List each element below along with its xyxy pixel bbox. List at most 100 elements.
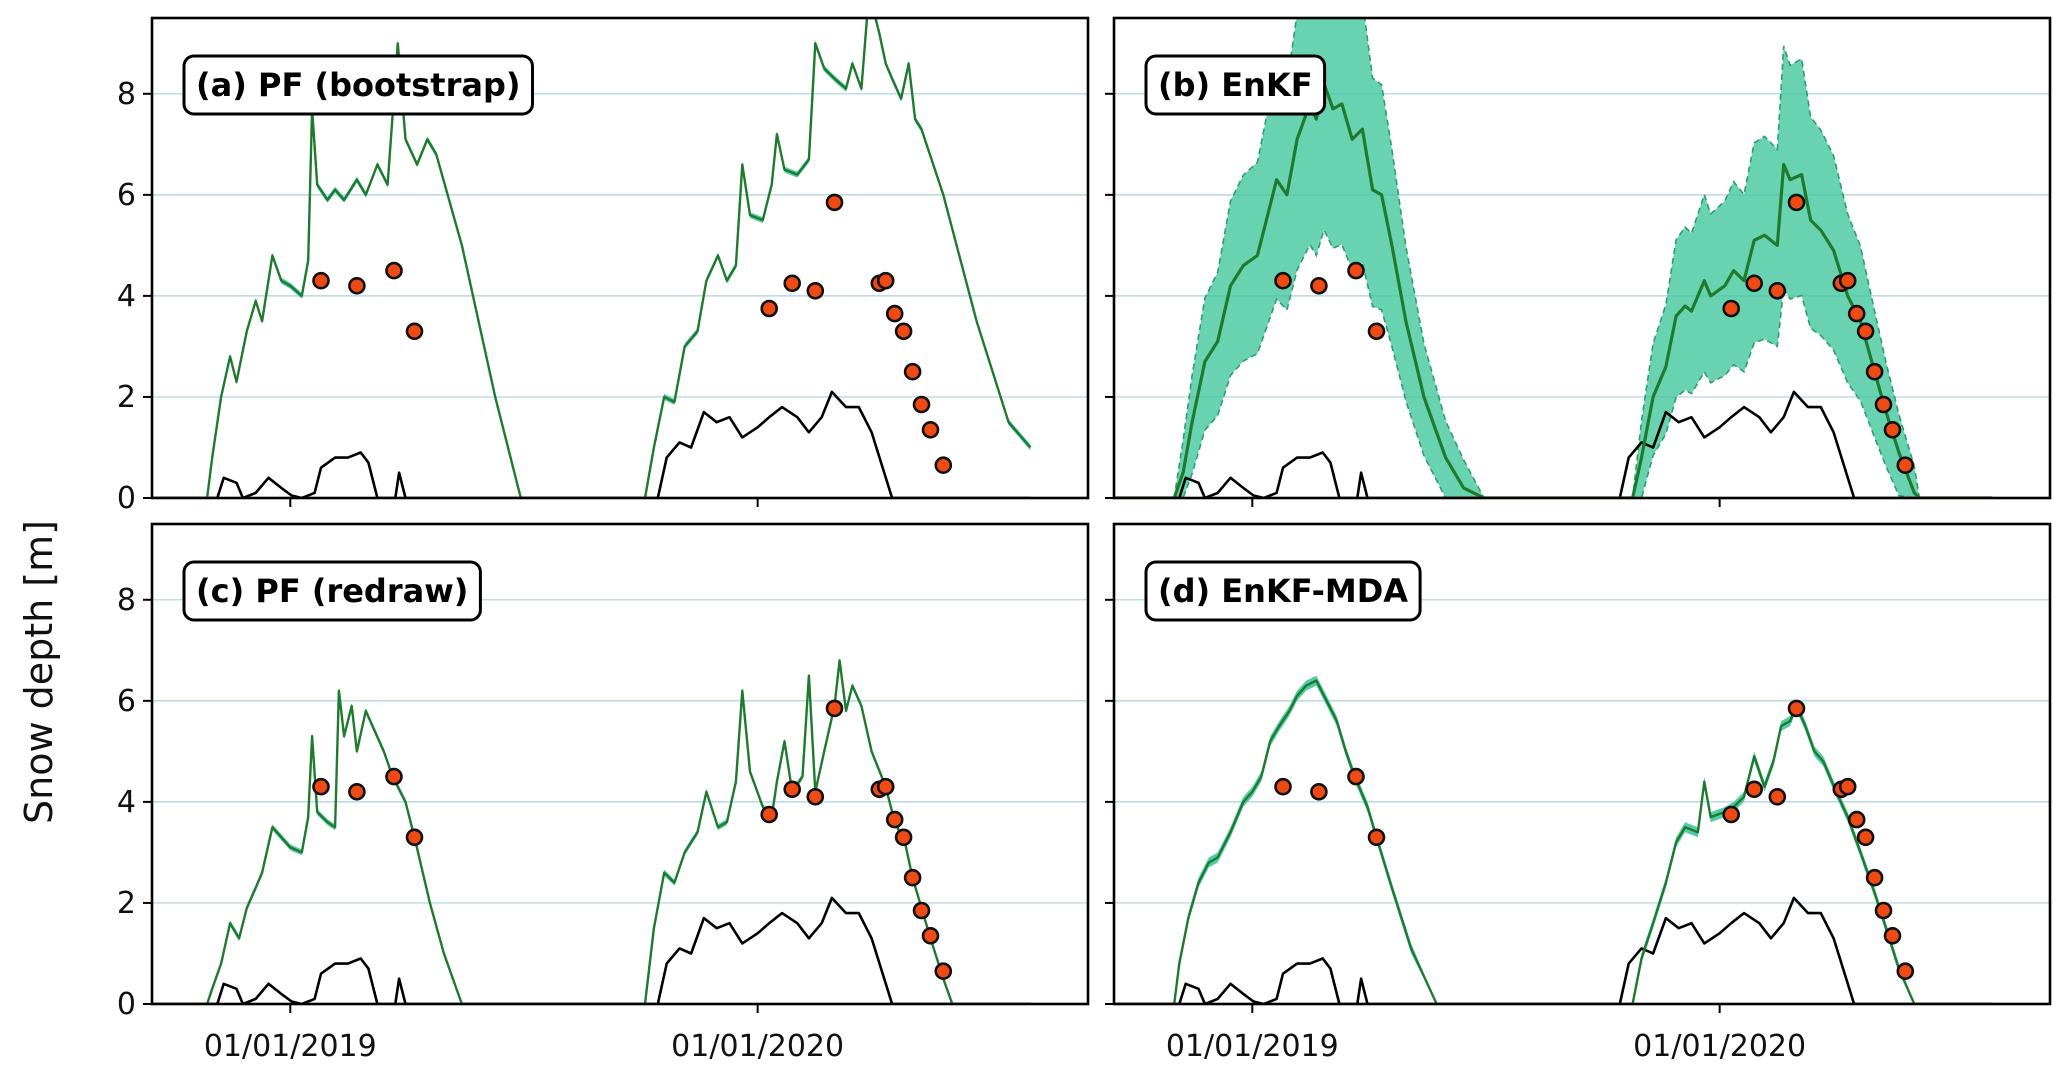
observation-point [894,828,913,847]
panel-title-text: (d) EnKF-MDA [1158,572,1408,610]
observation-point [760,299,779,318]
x-tick-label: 01/01/2019 [204,1029,377,1064]
plot-area [1114,675,1993,1004]
panel-c: 0 2 4 6 8 01/01/2019 01/01/2020 (c) PF (redraw) [117,522,1090,1064]
ensemble-spread-band [1114,18,1993,498]
observation-point [1310,276,1328,295]
panel-a: 0 2 4 6 8 (a) PF (bootstrap) [117,16,1090,516]
panels: 0 2 4 6 8 (a) PF (bootstrap) (b) EnKF 0 2 4 6 8 01/0… [117,16,2052,1064]
observation-point [312,777,330,796]
observation-point [1847,304,1866,323]
y-tick-label: 2 [117,886,136,921]
observation-point [1347,261,1365,280]
observation-point [405,322,424,341]
observation-point [934,962,953,981]
observation-point [405,828,424,847]
observation-point [903,362,922,381]
observation-point [1347,767,1365,786]
observation-point [1838,271,1857,290]
observation-point [825,699,844,718]
observation-point [1874,395,1893,414]
y-tick-label: 0 [117,481,136,516]
observation-point [1367,322,1386,341]
observation-point [876,271,895,290]
observation-point [1310,782,1328,801]
observation-point [1367,828,1386,847]
observation-point [885,304,904,323]
y-tick-label: 6 [117,684,136,719]
observation-point [1768,281,1787,300]
observation-point [1722,805,1740,824]
observation-point [1274,271,1292,290]
panel-title-text: (b) EnKF [1158,66,1313,104]
observation-point [1883,926,1902,945]
panel-title-b: (b) EnKF [1144,54,1327,116]
x-tick-label: 01/01/2020 [1633,1029,1806,1064]
observation-point [1722,299,1740,318]
observation-point [885,810,904,829]
plot-area [152,657,1031,1004]
observation-point [1883,420,1902,439]
observation-point [1745,274,1763,293]
observation-point [1896,456,1915,475]
observation-point [876,777,895,796]
panel-frame [150,16,1090,500]
ensemble-lower-bound [1114,227,1993,498]
open-loop-line [152,896,1031,1004]
ensemble-mean-line [152,18,1032,498]
y-tick-label: 2 [117,380,136,415]
plot-area [152,18,1032,498]
x-tick-label: 01/01/2019 [1166,1029,1339,1064]
ensemble-mean-line [1114,679,1993,1004]
observation-point [934,456,953,475]
observation-point [348,276,366,295]
observation-point [783,274,802,293]
y-tick-label: 6 [117,178,136,213]
observation-point [1847,810,1866,829]
y-tick-label: 8 [117,583,136,618]
observation-point [1787,699,1806,718]
panel-b: (b) EnKF [1105,16,2052,507]
observation-point [783,780,802,799]
panel-title-d: (d) EnKF-MDA [1144,560,1422,622]
observation-point [760,805,779,824]
observation-point [1865,362,1884,381]
panel-title-c: (c) PF (redraw) [182,560,482,622]
observation-point [1274,777,1292,796]
observation-point [903,868,922,887]
panel-title-a: (a) PF (bootstrap) [182,54,534,116]
y-tick-label: 0 [117,987,136,1022]
observation-point [385,767,403,786]
panel-title-text: (a) PF (bootstrap) [196,66,520,104]
observation-point [912,395,931,414]
observation-point [1787,193,1806,212]
ensemble-mean-line [1114,82,1993,498]
open-loop-line [152,390,1031,498]
panel-frame [1112,522,2052,1006]
observation-point [1745,780,1763,799]
observation-point [1896,962,1915,981]
open-loop-line [1114,896,1993,1004]
observation-point [1838,777,1857,796]
observation-point [921,926,940,945]
y-tick-label: 8 [117,77,136,112]
y-tick-label: 4 [117,279,136,314]
panel-title-text: (c) PF (redraw) [196,572,468,610]
observation-point [348,782,366,801]
observation-point [385,261,403,280]
y-axis-label: Snow depth [m] [17,520,61,824]
open-loop-line [1114,390,1993,498]
panel-d: 01/01/2019 01/01/2020 (d) EnKF-MDA [1105,522,2052,1064]
observation-point [806,787,825,806]
ensemble-mean-line [152,659,1031,1004]
observation-point [806,281,825,300]
observation-point [1874,901,1893,920]
x-tick-label: 01/01/2020 [671,1029,844,1064]
observation-point [1856,828,1875,847]
observation-point [825,193,844,212]
y-tick-label: 4 [117,785,136,820]
panel-frame [1112,16,2052,500]
panel-frame [150,522,1090,1006]
observation-point [921,420,940,439]
